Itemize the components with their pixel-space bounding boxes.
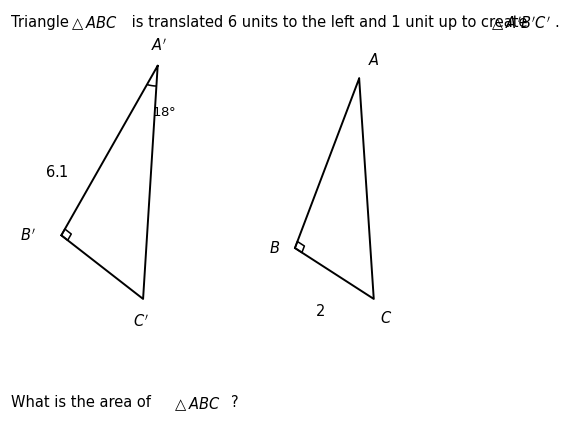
Text: $2$: $2$ — [315, 303, 325, 319]
Text: $\triangle ABC$: $\triangle ABC$ — [172, 395, 221, 413]
Text: $B'$: $B'$ — [20, 227, 36, 244]
Text: What is the area of: What is the area of — [11, 395, 155, 410]
Text: $A$: $A$ — [368, 52, 380, 68]
Text: $\triangle A'B'C'$: $\triangle A'B'C'$ — [489, 15, 551, 33]
Text: $A'$: $A'$ — [151, 38, 167, 54]
Text: $6.1$: $6.1$ — [45, 164, 69, 180]
Text: is translated 6 units to the left and 1 unit up to create: is translated 6 units to the left and 1 … — [127, 15, 533, 30]
Text: $\triangle ABC$: $\triangle ABC$ — [69, 15, 118, 33]
Text: Triangle: Triangle — [11, 15, 73, 30]
Text: $C'$: $C'$ — [133, 313, 150, 329]
Text: $B$: $B$ — [269, 240, 280, 256]
Text: ?: ? — [231, 395, 238, 410]
Text: .: . — [555, 15, 559, 30]
Text: $18°$: $18°$ — [152, 106, 176, 119]
Text: $C$: $C$ — [380, 310, 392, 326]
